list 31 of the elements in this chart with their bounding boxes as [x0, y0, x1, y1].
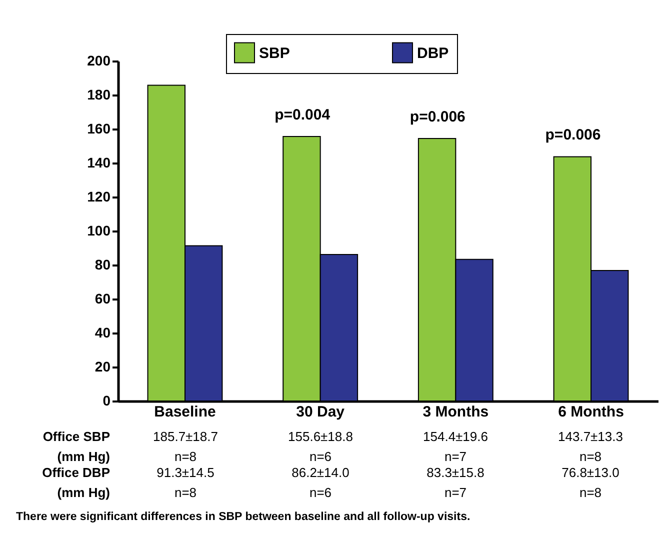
annotation: p=0.006 — [545, 126, 601, 144]
y-tick-label: 60 — [94, 290, 111, 306]
legend-label: DBP — [417, 44, 449, 62]
y-tick-label: 40 — [94, 324, 111, 340]
y-tick-label: 140 — [87, 154, 111, 170]
data-label: 143.7±13.3 n=8 — [558, 429, 623, 464]
y-tick-label: 200 — [87, 52, 111, 68]
data-label: 154.4±19.6 n=7 — [423, 429, 488, 464]
data-label: 86.2±14.0 n=6 — [292, 465, 350, 500]
data-label: 155.6±18.8 n=6 — [288, 429, 353, 464]
x-tick-label: 3 Months — [422, 404, 489, 420]
y-tick-label: 180 — [87, 86, 111, 102]
data-label: 185.7±18.7 n=8 — [153, 429, 218, 464]
data-label: 91.3±14.5 n=8 — [156, 465, 214, 500]
y-tick-label: 0 — [102, 392, 111, 408]
text: Office DBP (mm Hg) — [42, 465, 110, 500]
data-label: 76.8±13.0 n=8 — [562, 465, 620, 500]
data-label: 83.3±15.8 n=7 — [426, 465, 484, 500]
y-tick-label: 80 — [94, 256, 111, 272]
text: There were significant differences in SBP between baseline and all follow-up visits. — [16, 511, 470, 523]
annotation: p=0.006 — [410, 108, 466, 126]
x-tick-label: Baseline — [154, 404, 216, 420]
y-tick-label: 120 — [87, 188, 111, 204]
x-tick-label: 30 Day — [296, 404, 346, 420]
x-tick-label: 6 Months — [558, 404, 624, 420]
text: Office SBP (mm Hg) — [42, 429, 110, 464]
legend-label: SBP — [259, 44, 290, 62]
y-tick-label: 20 — [94, 358, 111, 374]
y-tick-label: 100 — [87, 222, 111, 238]
annotation: p=0.004 — [274, 106, 331, 124]
y-tick-label: 160 — [87, 120, 111, 136]
